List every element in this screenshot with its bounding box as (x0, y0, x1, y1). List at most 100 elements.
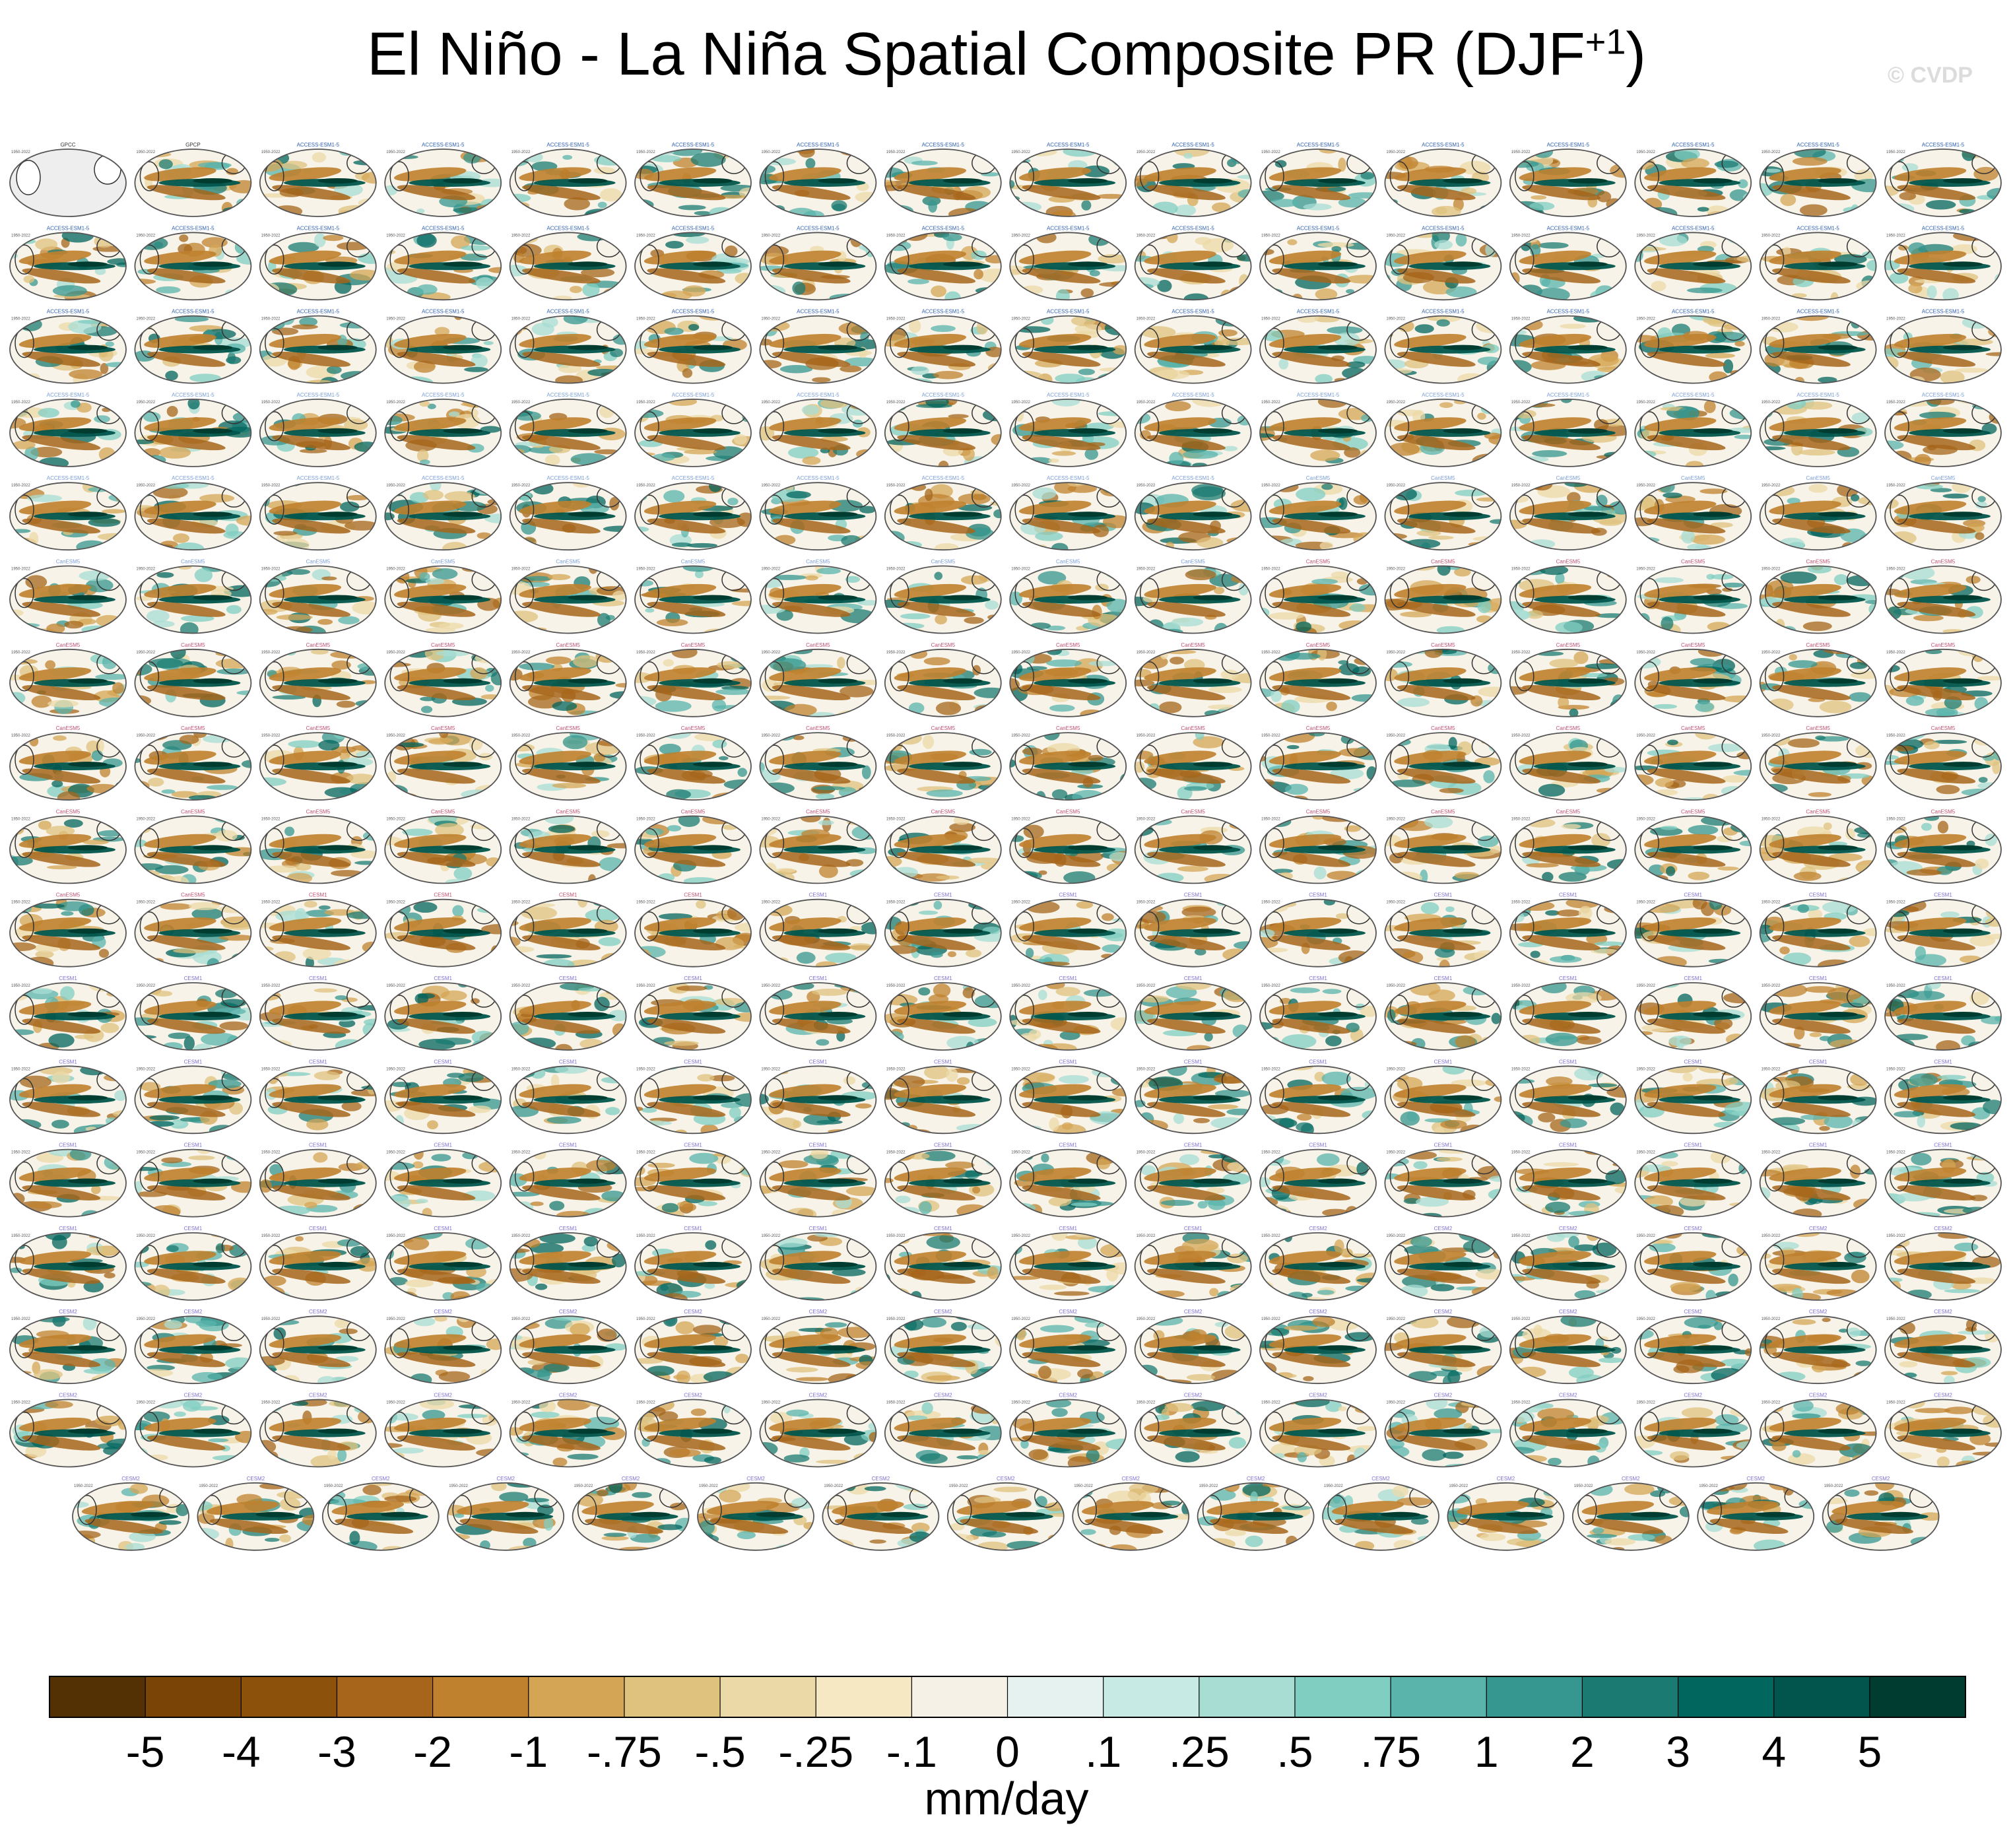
map-outline (1634, 232, 1752, 301)
colorbar-tick-label: -.1 (886, 1727, 937, 1776)
map-outline (384, 232, 502, 301)
map-outline (1259, 148, 1377, 217)
map-field (1010, 149, 1127, 216)
map-field (1135, 399, 1251, 467)
panel-period: 1950-2022 (1511, 150, 1531, 154)
panel-title: ACCESS-ESM1-5 (422, 225, 465, 231)
panel-period: 1950-2022 (1386, 484, 1405, 488)
map-outline (9, 482, 127, 551)
colorbar-swatch (816, 1676, 912, 1717)
map-panel: ACCESS-ESM1-5 1950-2022 (1884, 225, 2002, 301)
map-outline (1634, 482, 1752, 551)
panel-period: 1950-2022 (636, 484, 655, 488)
map-outline (1509, 148, 1627, 217)
map-panel: ACCESS-ESM1-5 1950-2022 (1384, 142, 1502, 217)
colorbar-swatch (1294, 1676, 1391, 1717)
map-outline (134, 482, 252, 551)
map-panel: ACCESS-ESM1-5 1950-2022 (1259, 225, 1377, 301)
panel-period: 1950-2022 (1511, 317, 1531, 321)
map-outline (1759, 315, 1877, 384)
panel-title: ACCESS-ESM1-5 (672, 475, 715, 481)
map-outline (9, 399, 127, 467)
map-outline (634, 565, 752, 634)
panel-title: ACCESS-ESM1-5 (1172, 309, 1214, 315)
map-panel: ACCESS-ESM1-5 1950-2022 (884, 142, 1002, 217)
panel-title: CanESM5 (1556, 475, 1581, 481)
panel-title: ACCESS-ESM1-5 (922, 309, 965, 315)
map-outline (634, 482, 752, 551)
panel-title: ACCESS-ESM1-5 (47, 309, 90, 315)
panel-period: 1950-2022 (1886, 234, 1905, 238)
colorbar-tick-label: -3 (317, 1727, 356, 1776)
panel-period: 1950-2022 (886, 234, 906, 238)
colorbar-tick-label: .75 (1360, 1727, 1421, 1776)
map-panel: ACCESS-ESM1-5 1950-2022 (1134, 392, 1252, 467)
panel-title: CanESM5 (1306, 475, 1331, 481)
map-outline (509, 232, 627, 301)
colorbar-swatch (432, 1676, 529, 1717)
map-outline (1134, 399, 1252, 467)
panel-title: ACCESS-ESM1-5 (1172, 392, 1214, 398)
map-outline (384, 482, 502, 551)
panel-period: 1950-2022 (11, 317, 30, 321)
map-panel: ACCESS-ESM1-5 1950-2022 (1759, 309, 1877, 384)
panel-title: CanESM5 (681, 559, 706, 565)
panel-period: 1950-2022 (1636, 401, 1655, 405)
map-panel: ACCESS-ESM1-5 1950-2022 (259, 225, 377, 301)
map-outline (134, 399, 252, 467)
panel-title: CanESM5 (1806, 475, 1830, 481)
colorbar-swatch (1773, 1676, 1870, 1717)
map-outline (509, 315, 627, 384)
map-panel: CanESM5 1950-2022 (1759, 475, 1877, 551)
panel-title: ACCESS-ESM1-5 (922, 392, 965, 398)
map-field (259, 233, 376, 300)
panel-period: 1950-2022 (386, 234, 405, 238)
panel-title: CanESM5 (556, 559, 580, 565)
map-outline (1384, 482, 1502, 551)
panel-title: CanESM5 (431, 559, 455, 565)
colorbar-swatch (50, 1676, 146, 1717)
map-outline (9, 232, 127, 301)
panel-title: CanESM5 (56, 559, 81, 565)
map-outline (884, 148, 1002, 217)
panel-period: 1950-2022 (1386, 234, 1405, 238)
map-outline (1009, 315, 1127, 384)
map-panel: ACCESS-ESM1-5 1950-2022 (759, 392, 877, 467)
map-panel: ACCESS-ESM1-5 1950-2022 (134, 475, 252, 551)
panel-period: 1950-2022 (1511, 234, 1531, 238)
map-panel: ACCESS-ESM1-5 1950-2022 (1884, 142, 2002, 217)
map-panel: ACCESS-ESM1-5 1950-2022 (1384, 225, 1502, 301)
map-panel: ACCESS-ESM1-5 1950-2022 (509, 309, 627, 384)
panel-period: 1950-2022 (1636, 234, 1655, 238)
map-panel: ACCESS-ESM1-5 1950-2022 (509, 392, 627, 467)
panel-title: GPCC (60, 142, 75, 148)
title-main: El Niño - La Niña Spatial Composite PR (… (366, 20, 1585, 88)
panel-period: 1950-2022 (11, 401, 30, 405)
panel-title: ACCESS-ESM1-5 (546, 225, 589, 231)
colorbar-swatch (1678, 1676, 1775, 1717)
panel-title: ACCESS-ESM1-5 (297, 142, 340, 148)
map-panel: ACCESS-ESM1-5 1950-2022 (1134, 309, 1252, 384)
panel-title: ACCESS-ESM1-5 (797, 309, 840, 315)
panel-period: 1950-2022 (1886, 317, 1905, 321)
panel-period: 1950-2022 (761, 150, 780, 154)
map-outline (1259, 399, 1377, 467)
panel-period: 1950-2022 (261, 234, 280, 238)
panel-title: CanESM5 (1931, 475, 1956, 481)
colorbar-swatch (1869, 1676, 1966, 1717)
map-outline (1009, 482, 1127, 551)
map-panel: ACCESS-ESM1-5 1950-2022 (884, 392, 1002, 467)
panel-period: 1950-2022 (886, 150, 906, 154)
panel-title: ACCESS-ESM1-5 (1172, 225, 1214, 231)
map-field (1135, 482, 1251, 550)
map-outline (134, 232, 252, 301)
panel-title: ACCESS-ESM1-5 (922, 225, 965, 231)
panel-title: ACCESS-ESM1-5 (1547, 309, 1590, 315)
map-outline (259, 232, 377, 301)
panel-period: 1950-2022 (636, 317, 655, 321)
panel-period: 1950-2022 (1261, 150, 1280, 154)
panel-title: ACCESS-ESM1-5 (422, 475, 465, 481)
panel-period: 1950-2022 (386, 150, 405, 154)
panel-title: ACCESS-ESM1-5 (1922, 392, 1965, 398)
panel-period: 1950-2022 (1636, 484, 1655, 488)
